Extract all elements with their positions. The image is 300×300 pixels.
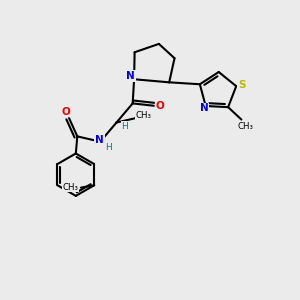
Text: CH₃: CH₃ [136, 111, 152, 120]
Text: H: H [105, 143, 112, 152]
Text: O: O [156, 101, 165, 111]
Text: CH₃: CH₃ [63, 182, 79, 191]
Text: N: N [126, 71, 135, 81]
Text: CH₃: CH₃ [238, 122, 254, 131]
Text: S: S [238, 80, 245, 90]
Text: N: N [200, 103, 208, 113]
Text: O: O [62, 106, 70, 117]
Text: H: H [121, 122, 128, 130]
Text: N: N [95, 135, 104, 145]
